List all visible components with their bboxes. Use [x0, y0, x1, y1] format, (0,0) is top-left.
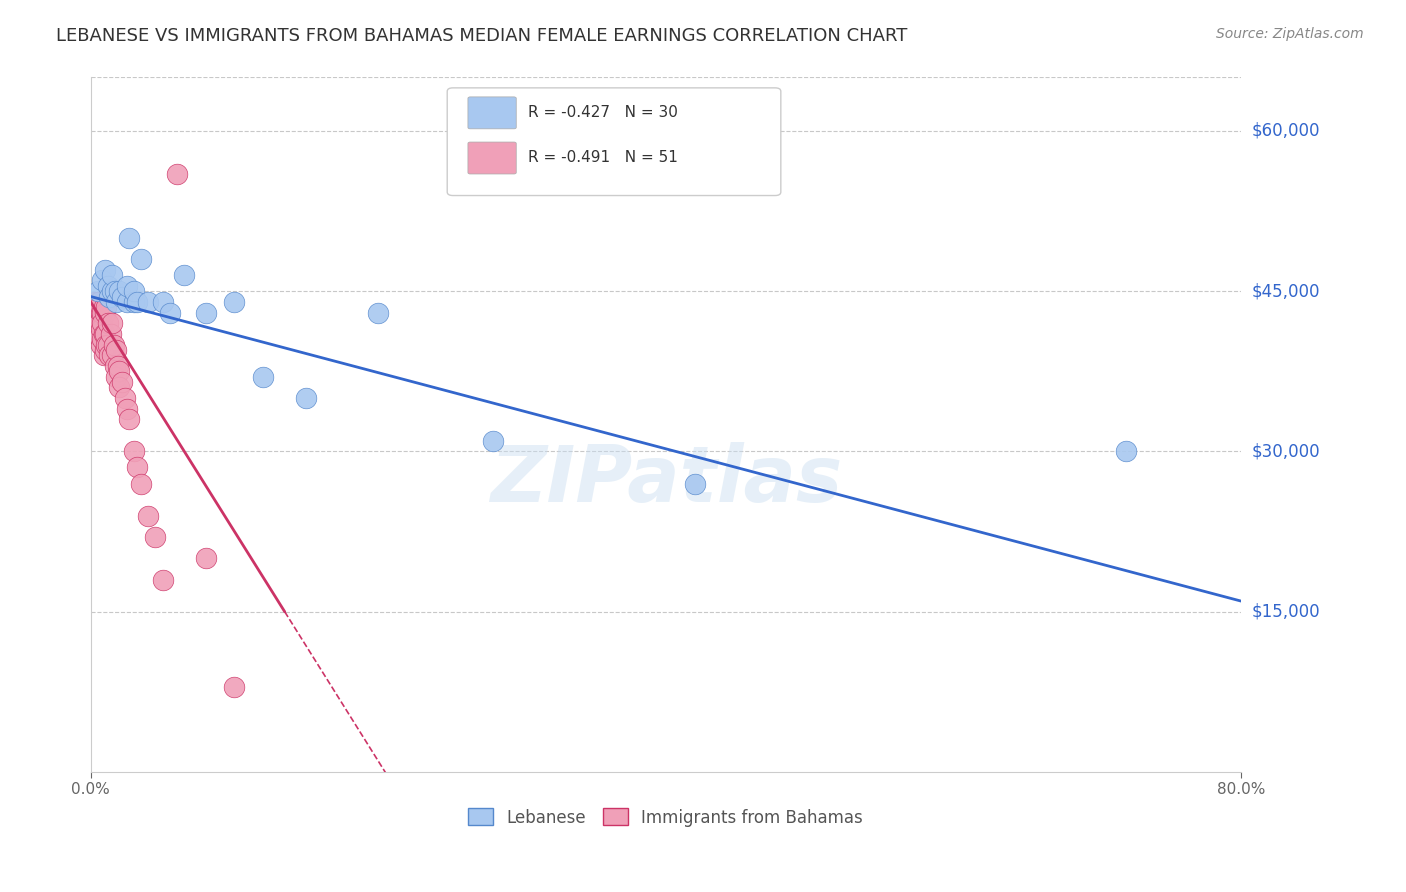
Point [152, 294, 174, 309]
Point [105, 343, 128, 357]
Point [94, 305, 117, 319]
Text: $15,000: $15,000 [1253, 603, 1320, 621]
Point [295, 391, 318, 405]
Point [122, 294, 145, 309]
Point [122, 444, 145, 458]
Point [101, 268, 124, 282]
Point [105, 369, 128, 384]
Point [94, 262, 117, 277]
Point [108, 284, 131, 298]
Point [101, 284, 124, 298]
Point [94, 343, 117, 357]
Point [125, 460, 148, 475]
FancyBboxPatch shape [468, 97, 516, 128]
Point [97, 278, 120, 293]
Point [91, 273, 114, 287]
Text: Source: ZipAtlas.com: Source: ZipAtlas.com [1216, 27, 1364, 41]
Text: R = -0.491   N = 51: R = -0.491 N = 51 [527, 150, 678, 165]
Point [100, 326, 122, 341]
Point [159, 305, 181, 319]
Point [93, 300, 115, 314]
Point [194, 305, 217, 319]
Point [152, 573, 174, 587]
Text: ZIPatlas: ZIPatlas [489, 442, 842, 518]
Point [108, 380, 131, 394]
Point [104, 284, 127, 298]
Point [111, 375, 134, 389]
Text: $30,000: $30,000 [1253, 442, 1320, 460]
Point [122, 284, 145, 298]
Point [1115, 444, 1137, 458]
Point [98, 289, 121, 303]
Point [104, 359, 127, 373]
Point [115, 401, 138, 416]
Point [82, 305, 104, 319]
Point [173, 268, 195, 282]
Point [84, 310, 107, 325]
FancyBboxPatch shape [447, 87, 780, 195]
Point [105, 294, 128, 309]
Point [86, 326, 108, 341]
Point [90, 321, 112, 335]
Text: $60,000: $60,000 [1253, 122, 1320, 140]
Point [103, 337, 125, 351]
Point [136, 294, 159, 309]
Point [115, 294, 138, 309]
Point [194, 551, 217, 566]
Point [115, 278, 138, 293]
Point [89, 316, 111, 330]
Point [86, 300, 108, 314]
Point [143, 530, 166, 544]
FancyBboxPatch shape [468, 142, 516, 174]
Point [107, 359, 129, 373]
Point [101, 316, 124, 330]
Point [224, 680, 246, 694]
Point [129, 476, 152, 491]
Point [93, 326, 115, 341]
Point [87, 316, 110, 330]
Point [166, 167, 188, 181]
Text: LEBANESE VS IMMIGRANTS FROM BAHAMAS MEDIAN FEMALE EARNINGS CORRELATION CHART: LEBANESE VS IMMIGRANTS FROM BAHAMAS MEDI… [56, 27, 908, 45]
Point [97, 316, 120, 330]
Point [91, 316, 114, 330]
Point [482, 434, 505, 448]
Point [111, 289, 134, 303]
Point [118, 412, 141, 426]
Point [129, 252, 152, 266]
Point [101, 348, 124, 362]
Point [87, 294, 110, 309]
Point [91, 332, 114, 346]
Point [91, 305, 114, 319]
Point [98, 348, 121, 362]
Text: R = -0.427   N = 30: R = -0.427 N = 30 [527, 104, 678, 120]
Point [114, 391, 136, 405]
Point [90, 337, 112, 351]
Point [94, 326, 117, 341]
Text: $45,000: $45,000 [1253, 282, 1320, 301]
Point [224, 294, 246, 309]
Point [136, 508, 159, 523]
Point [108, 364, 131, 378]
Point [87, 305, 110, 319]
Point [118, 231, 141, 245]
Point [96, 300, 118, 314]
Legend: Lebanese, Immigrants from Bahamas: Lebanese, Immigrants from Bahamas [461, 802, 870, 833]
Point [90, 305, 112, 319]
Point [252, 369, 274, 384]
Point [89, 294, 111, 309]
Point [125, 294, 148, 309]
Point [87, 284, 110, 298]
Point [93, 348, 115, 362]
Point [89, 300, 111, 314]
Point [96, 337, 118, 351]
Point [97, 337, 120, 351]
Point [84, 294, 107, 309]
Point [367, 305, 389, 319]
Point [683, 476, 706, 491]
